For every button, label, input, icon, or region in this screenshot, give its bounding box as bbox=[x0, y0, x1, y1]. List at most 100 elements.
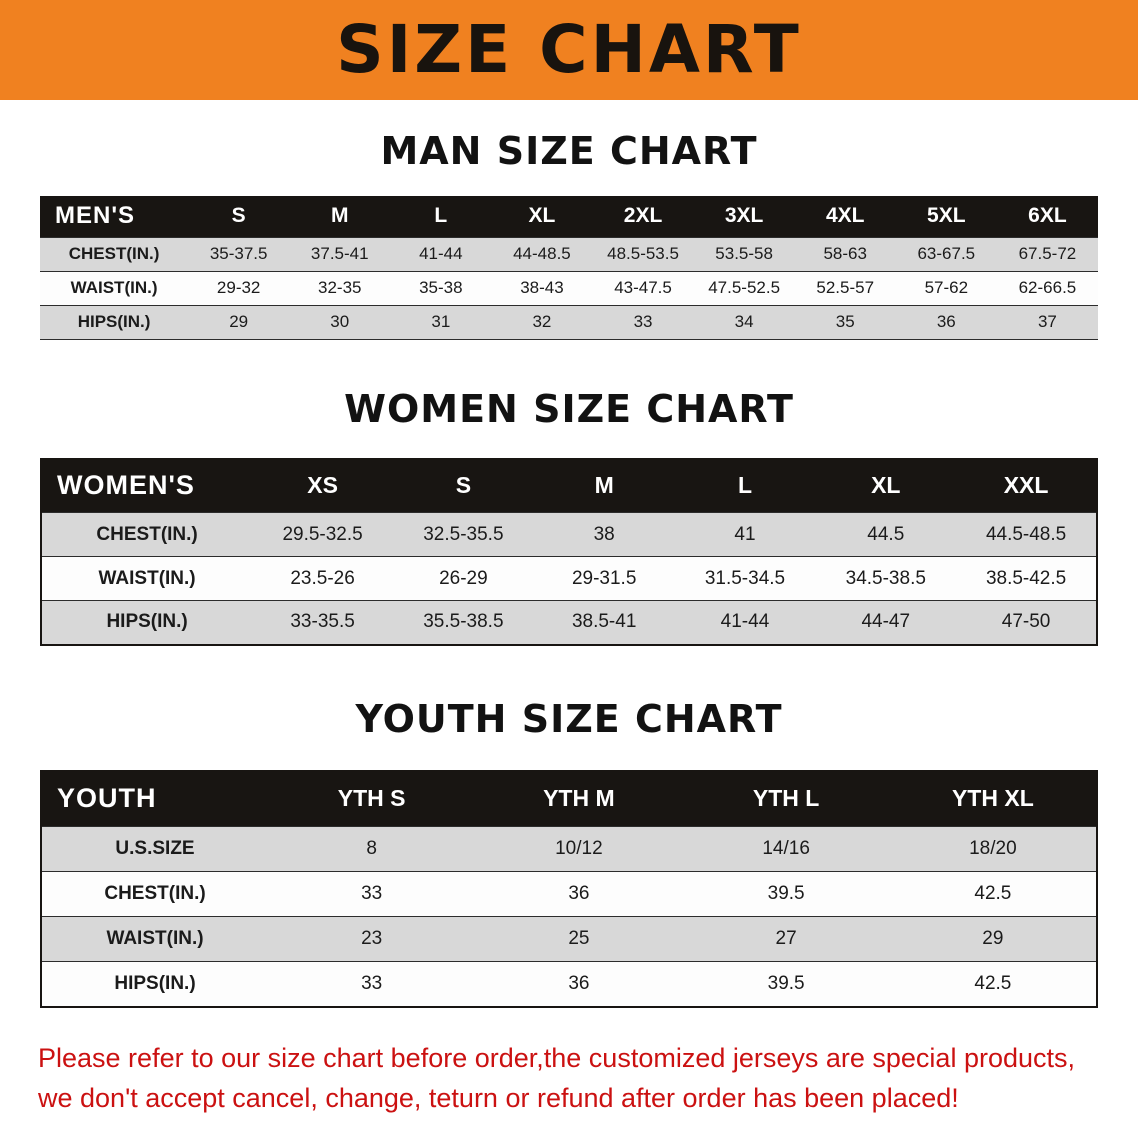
size-column-header: L bbox=[390, 196, 492, 237]
disclaimer: Please refer to our size chart before or… bbox=[38, 1038, 1100, 1118]
size-column-header: 5XL bbox=[895, 196, 997, 237]
value-cell: 38 bbox=[593, 523, 615, 545]
value-cell: 31.5-34.5 bbox=[704, 567, 786, 589]
row-label-cell: WAIST(IN.) bbox=[98, 567, 196, 589]
table-title-cell: WOMEN'S bbox=[41, 458, 253, 513]
row-label-cell: HIPS(IN.) bbox=[77, 312, 151, 331]
value-cell: 23 bbox=[361, 928, 383, 949]
value-cell: 44.5-48.5 bbox=[985, 523, 1067, 545]
banner: SIZE CHART bbox=[0, 0, 1138, 100]
value-cell: 44-47 bbox=[861, 611, 911, 633]
table-row: HIPS(IN.) 29 30 31 32 33 34 35 36 37 bbox=[40, 305, 1098, 339]
value-cell: 35.5-38.5 bbox=[423, 611, 504, 633]
table-row: HIPS(IN.) 33-35.5 35.5-38.5 38.5-41 41-44 44-… bbox=[41, 600, 1097, 645]
value-cell: 29 bbox=[982, 928, 1004, 949]
row-label-cell: CHEST(IN.) bbox=[68, 244, 160, 263]
page-title: SIZE CHART bbox=[336, 11, 802, 88]
value-cell: 53.5-58 bbox=[715, 244, 773, 263]
table-title-cell: MEN'S bbox=[40, 196, 189, 237]
youth-size-table: YOUTH YTH S YTH M YTH L YTH XL U.S.SIZE 8 10/12… bbox=[40, 769, 1098, 1008]
value-cell: 58-63 bbox=[823, 244, 867, 263]
value-cell: 33 bbox=[633, 312, 653, 331]
table-header-row: YOUTH YTH S YTH M YTH L YTH XL bbox=[41, 770, 1097, 827]
size-column-header: YTH S bbox=[268, 770, 476, 827]
value-cell: 14/16 bbox=[762, 838, 810, 859]
value-cell: 18/20 bbox=[969, 838, 1017, 859]
row-label-cell: CHEST(IN.) bbox=[104, 883, 206, 904]
value-cell: 47.5-52.5 bbox=[708, 278, 781, 297]
value-cell: 29-31.5 bbox=[571, 567, 637, 589]
section-men: MAN SIZE CHART MEN'S S M L XL 2XL 3XL 4XL 5XL 6XL… bbox=[0, 128, 1138, 340]
value-cell: 37.5-41 bbox=[310, 244, 369, 263]
disclaimer-line2: we don't accept cancel, change, teturn o… bbox=[38, 1082, 959, 1113]
size-column-header: S bbox=[188, 196, 290, 237]
value-cell: 8 bbox=[366, 838, 377, 859]
value-cell: 35-37.5 bbox=[209, 244, 268, 263]
value-cell: 33 bbox=[361, 883, 383, 904]
size-column-header: 6XL bbox=[996, 196, 1098, 237]
women-size-table: WOMEN'S XS S M L XL XXL CHEST(IN.) 29.5-32.5 32.5… bbox=[40, 457, 1098, 646]
value-cell: 34.5-38.5 bbox=[845, 567, 926, 589]
men-section-heading: MAN SIZE CHART bbox=[380, 129, 758, 173]
value-cell: 27 bbox=[775, 928, 797, 949]
table-header-row: MEN'S S M L XL 2XL 3XL 4XL 5XL 6XL bbox=[40, 196, 1098, 237]
value-cell: 44.5 bbox=[867, 523, 905, 545]
table-row: HIPS(IN.) 33 36 39.5 42.5 bbox=[41, 961, 1097, 1007]
row-label-cell: WAIST(IN.) bbox=[70, 278, 158, 297]
value-cell: 32 bbox=[532, 312, 552, 331]
value-cell: 29-32 bbox=[216, 278, 261, 297]
value-cell: 29 bbox=[229, 312, 249, 331]
row-label-cell: HIPS(IN.) bbox=[106, 611, 188, 633]
value-cell: 36 bbox=[568, 883, 590, 904]
value-cell: 63-67.5 bbox=[917, 244, 976, 263]
value-cell: 52.5-57 bbox=[816, 278, 875, 297]
table-title-cell: YOUTH bbox=[41, 770, 269, 827]
size-column-header: 3XL bbox=[693, 196, 795, 237]
section-youth: YOUTH SIZE CHART YOUTH YTH S YTH M YTH L YTH… bbox=[0, 696, 1138, 1008]
value-cell: 37 bbox=[1037, 312, 1057, 331]
size-column-header: M bbox=[533, 458, 675, 513]
value-cell: 67.5-72 bbox=[1018, 244, 1077, 263]
value-cell: 29.5-32.5 bbox=[282, 523, 363, 545]
value-cell: 57-62 bbox=[924, 278, 969, 297]
youth-section-heading: YOUTH SIZE CHART bbox=[355, 696, 783, 741]
value-cell: 42.5 bbox=[974, 972, 1012, 994]
size-column-header: 4XL bbox=[794, 196, 896, 237]
size-column-header: S bbox=[392, 458, 534, 513]
table-row: WAIST(IN.) 23 25 27 29 bbox=[41, 916, 1097, 962]
value-cell: 48.5-53.5 bbox=[607, 244, 679, 263]
disclaimer-line1: Please refer to our size chart before or… bbox=[38, 1042, 1076, 1073]
size-column-header: XL bbox=[815, 458, 957, 513]
value-cell: 35-38 bbox=[419, 278, 463, 297]
table-row: WAIST(IN.) 23.5-26 26-29 29-31.5 31.5-34.5 34… bbox=[41, 556, 1097, 601]
table-row: U.S.SIZE 8 10/12 14/16 18/20 bbox=[41, 826, 1097, 872]
table-header-row: WOMEN'S XS S M L XL XXL bbox=[41, 458, 1097, 513]
value-cell: 38-43 bbox=[520, 278, 564, 297]
size-column-header: M bbox=[289, 196, 391, 237]
value-cell: 36 bbox=[568, 972, 590, 994]
value-cell: 44-48.5 bbox=[513, 244, 571, 263]
value-cell: 34 bbox=[734, 312, 754, 331]
value-cell: 41 bbox=[734, 523, 756, 545]
value-cell: 36 bbox=[936, 312, 956, 331]
row-label-cell: CHEST(IN.) bbox=[96, 523, 198, 545]
section-women: WOMEN SIZE CHART WOMEN'S XS S M L XL XXL CHEST(… bbox=[0, 386, 1138, 646]
value-cell: 47-50 bbox=[1001, 611, 1051, 633]
row-label-cell: U.S.SIZE bbox=[115, 838, 195, 859]
value-cell: 33 bbox=[361, 972, 383, 994]
value-cell: 32.5-35.5 bbox=[423, 523, 504, 545]
table-row: CHEST(IN.) 29.5-32.5 32.5-35.5 38 41 44.5 44.5… bbox=[41, 512, 1097, 557]
men-size-table: MEN'S S M L XL 2XL 3XL 4XL 5XL 6XL CHEST(IN.) 35-37… bbox=[40, 196, 1098, 340]
row-label-cell: WAIST(IN.) bbox=[106, 928, 204, 949]
value-cell: 41-44 bbox=[720, 611, 770, 633]
size-column-header: YTH XL bbox=[889, 770, 1097, 827]
size-column-header: L bbox=[674, 458, 816, 513]
table-row: WAIST(IN.) 29-32 32-35 35-38 38-43 43-47.5 47.… bbox=[40, 271, 1098, 305]
value-cell: 10/12 bbox=[555, 838, 603, 859]
value-cell: 42.5 bbox=[974, 883, 1012, 904]
value-cell: 43-47.5 bbox=[614, 278, 672, 297]
table-row: CHEST(IN.) 33 36 39.5 42.5 bbox=[41, 871, 1097, 917]
value-cell: 39.5 bbox=[767, 972, 805, 994]
value-cell: 26-29 bbox=[439, 567, 488, 589]
